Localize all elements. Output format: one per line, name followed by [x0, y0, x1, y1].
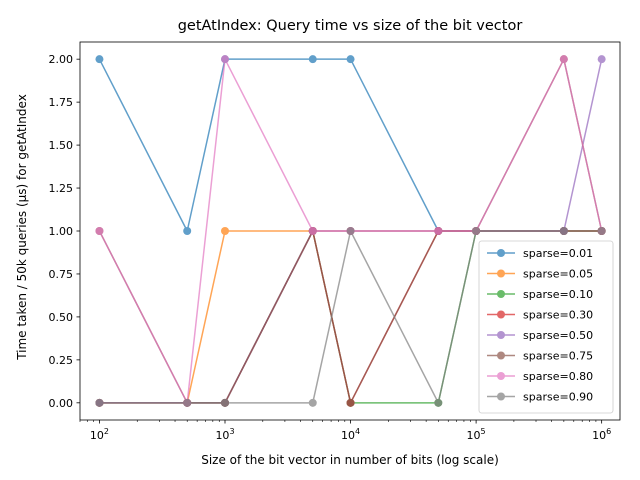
legend-swatch	[487, 351, 515, 360]
data-point	[346, 398, 355, 407]
legend: sparse=0.01 sparse=0.05 sparse=0.10 sparse=…	[478, 240, 614, 414]
x-tick-label: 102	[90, 427, 109, 442]
series-line	[98, 58, 602, 232]
data-point	[308, 398, 317, 407]
legend-marker	[497, 392, 505, 401]
legend-label: sparse=0.75	[523, 350, 593, 363]
legend-swatch	[487, 310, 515, 319]
data-point	[597, 55, 606, 64]
legend-item-2: sparse=0.10	[487, 288, 593, 301]
series-7	[95, 227, 606, 407]
legend-item-4: sparse=0.50	[487, 329, 593, 342]
legend-marker	[497, 310, 505, 319]
data-point	[95, 227, 104, 235]
legend-swatch	[487, 331, 515, 339]
data-point	[346, 227, 355, 235]
legend-label: sparse=0.80	[523, 370, 593, 383]
data-point	[434, 227, 443, 235]
legend-item-3: sparse=0.30	[487, 309, 593, 322]
y-tick-label: 0.00	[49, 397, 74, 410]
data-point	[434, 398, 443, 407]
legend-label: sparse=0.30	[523, 309, 593, 322]
y-axis-label: Time taken / 50k queries (µs) for getAtI…	[15, 94, 29, 361]
legend-marker	[497, 249, 505, 257]
y-tick-label: 1.75	[49, 96, 74, 109]
data-point	[559, 227, 568, 235]
legend-item-5: sparse=0.75	[487, 350, 593, 363]
legend-marker	[497, 331, 505, 339]
legend-marker	[497, 372, 505, 380]
x-tick-label: 105	[467, 427, 486, 442]
data-point	[346, 55, 355, 64]
x-axis-label: Size of the bit vector in number of bits…	[201, 453, 499, 467]
series-0	[95, 55, 606, 235]
legend-item-0: sparse=0.01	[487, 247, 593, 260]
data-point	[308, 227, 317, 235]
data-point	[308, 55, 317, 64]
legend-item-6: sparse=0.80	[487, 370, 593, 383]
data-point	[95, 398, 104, 407]
data-point	[95, 55, 104, 64]
legend-swatch	[487, 269, 515, 278]
legend-label: sparse=0.50	[523, 329, 593, 342]
legend-item-1: sparse=0.05	[487, 268, 593, 281]
data-point	[221, 227, 229, 235]
legend-label: sparse=0.01	[523, 247, 593, 260]
data-point	[183, 398, 192, 407]
x-tick-label: 106	[592, 427, 611, 442]
data-point	[559, 55, 568, 64]
data-point	[183, 227, 192, 235]
y-tick-label: 0.50	[49, 311, 74, 324]
y-tick-label: 2.00	[49, 53, 74, 66]
y-tick-label: 0.25	[49, 354, 74, 367]
legend-swatch	[487, 290, 515, 298]
legend-frame	[478, 240, 614, 414]
y-tick-label: 1.50	[49, 139, 74, 152]
legend-label: sparse=0.10	[523, 288, 593, 301]
legend-label: sparse=0.90	[523, 391, 593, 404]
chart-title: getAtIndex: Query time vs size of the bi…	[178, 18, 523, 34]
data-point	[597, 227, 606, 235]
legend-label: sparse=0.05	[523, 268, 593, 281]
legend-marker	[497, 290, 505, 298]
legend-swatch	[487, 392, 515, 401]
legend-item-7: sparse=0.90	[487, 391, 593, 404]
legend-swatch	[487, 249, 515, 257]
legend-marker	[497, 351, 505, 360]
series-layer	[95, 55, 606, 407]
y-tick-label: 1.00	[49, 225, 74, 238]
data-point	[221, 55, 229, 64]
y-tick-label: 1.25	[49, 182, 74, 195]
data-point	[221, 398, 229, 407]
x-tick-label: 104	[341, 427, 360, 442]
x-tick-label: 103	[215, 427, 234, 442]
legend-swatch	[487, 372, 515, 380]
legend-marker	[497, 269, 505, 278]
axes-layer: 102 103 104 105 106 0.00 0.25 0.50 0.75 1.00 1.25 1…	[49, 41, 621, 442]
data-point	[472, 227, 481, 235]
y-tick-label: 0.75	[49, 268, 74, 281]
